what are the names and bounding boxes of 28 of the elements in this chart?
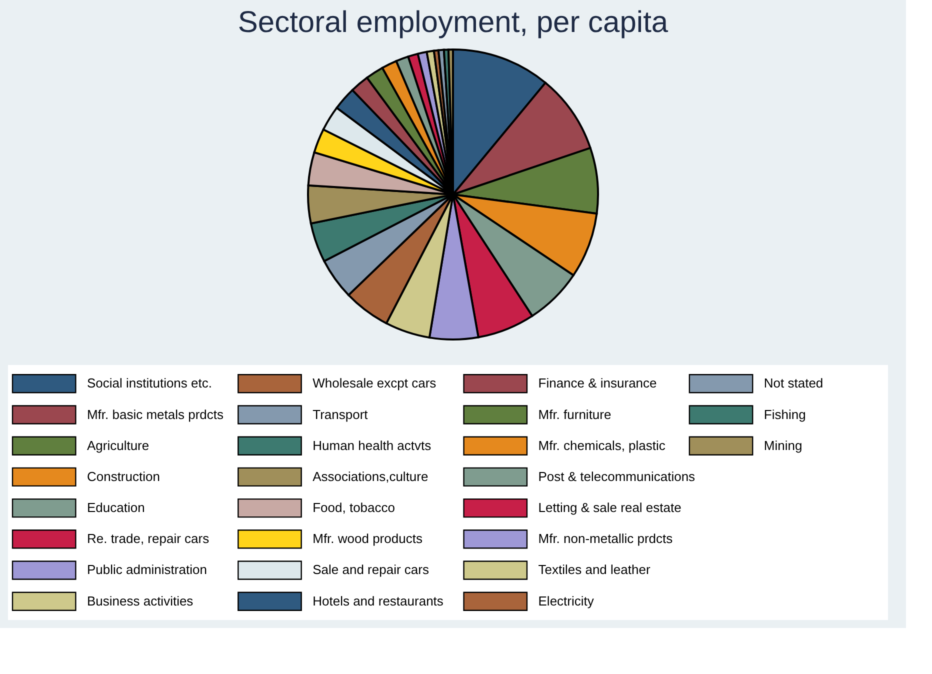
- legend-label: Mfr. furniture: [538, 406, 612, 422]
- legend-label: Mining: [764, 438, 802, 453]
- legend-label: Fishing: [764, 406, 806, 422]
- legend-label: Mfr. wood products: [312, 531, 423, 546]
- chart-title: Sectoral employment, per capita: [238, 6, 668, 39]
- legend-label: Mfr. non-metallic prdcts: [538, 531, 674, 546]
- legend-label: Hotels and restaurants: [312, 593, 444, 608]
- legend-label: Not stated: [764, 376, 824, 391]
- legend-label: Mfr. basic metals prdcts: [86, 406, 224, 422]
- legend-label: Re. trade, repair cars: [86, 531, 210, 546]
- legend-label: Social institutions etc.: [86, 376, 212, 391]
- legend-label: Construction: [86, 468, 160, 484]
- legend-label: Public administration: [86, 562, 207, 578]
- legend-label: Textiles and leather: [538, 562, 651, 578]
- legend-label: Wholesale excpt cars: [312, 376, 437, 391]
- legend-label: Sale and repair cars: [312, 562, 430, 578]
- legend-label: Mfr. chemicals, plastic: [538, 438, 666, 453]
- legend-label: Education: [86, 500, 145, 516]
- legend-label: Associations,culture: [312, 468, 428, 484]
- legend-label: Post & telecommunications: [538, 468, 696, 484]
- legend-label: Transport: [312, 406, 368, 422]
- legend-label: Electricity: [538, 593, 594, 608]
- legend-label: Agriculture: [86, 438, 150, 453]
- legend-label: Human health actvts: [312, 438, 432, 453]
- legend-label: Business activities: [86, 593, 194, 608]
- legend-label: Finance & insurance: [538, 376, 657, 391]
- legend-label: Letting & sale real estate: [538, 500, 682, 516]
- legend-label: Food, tobacco: [312, 500, 396, 516]
